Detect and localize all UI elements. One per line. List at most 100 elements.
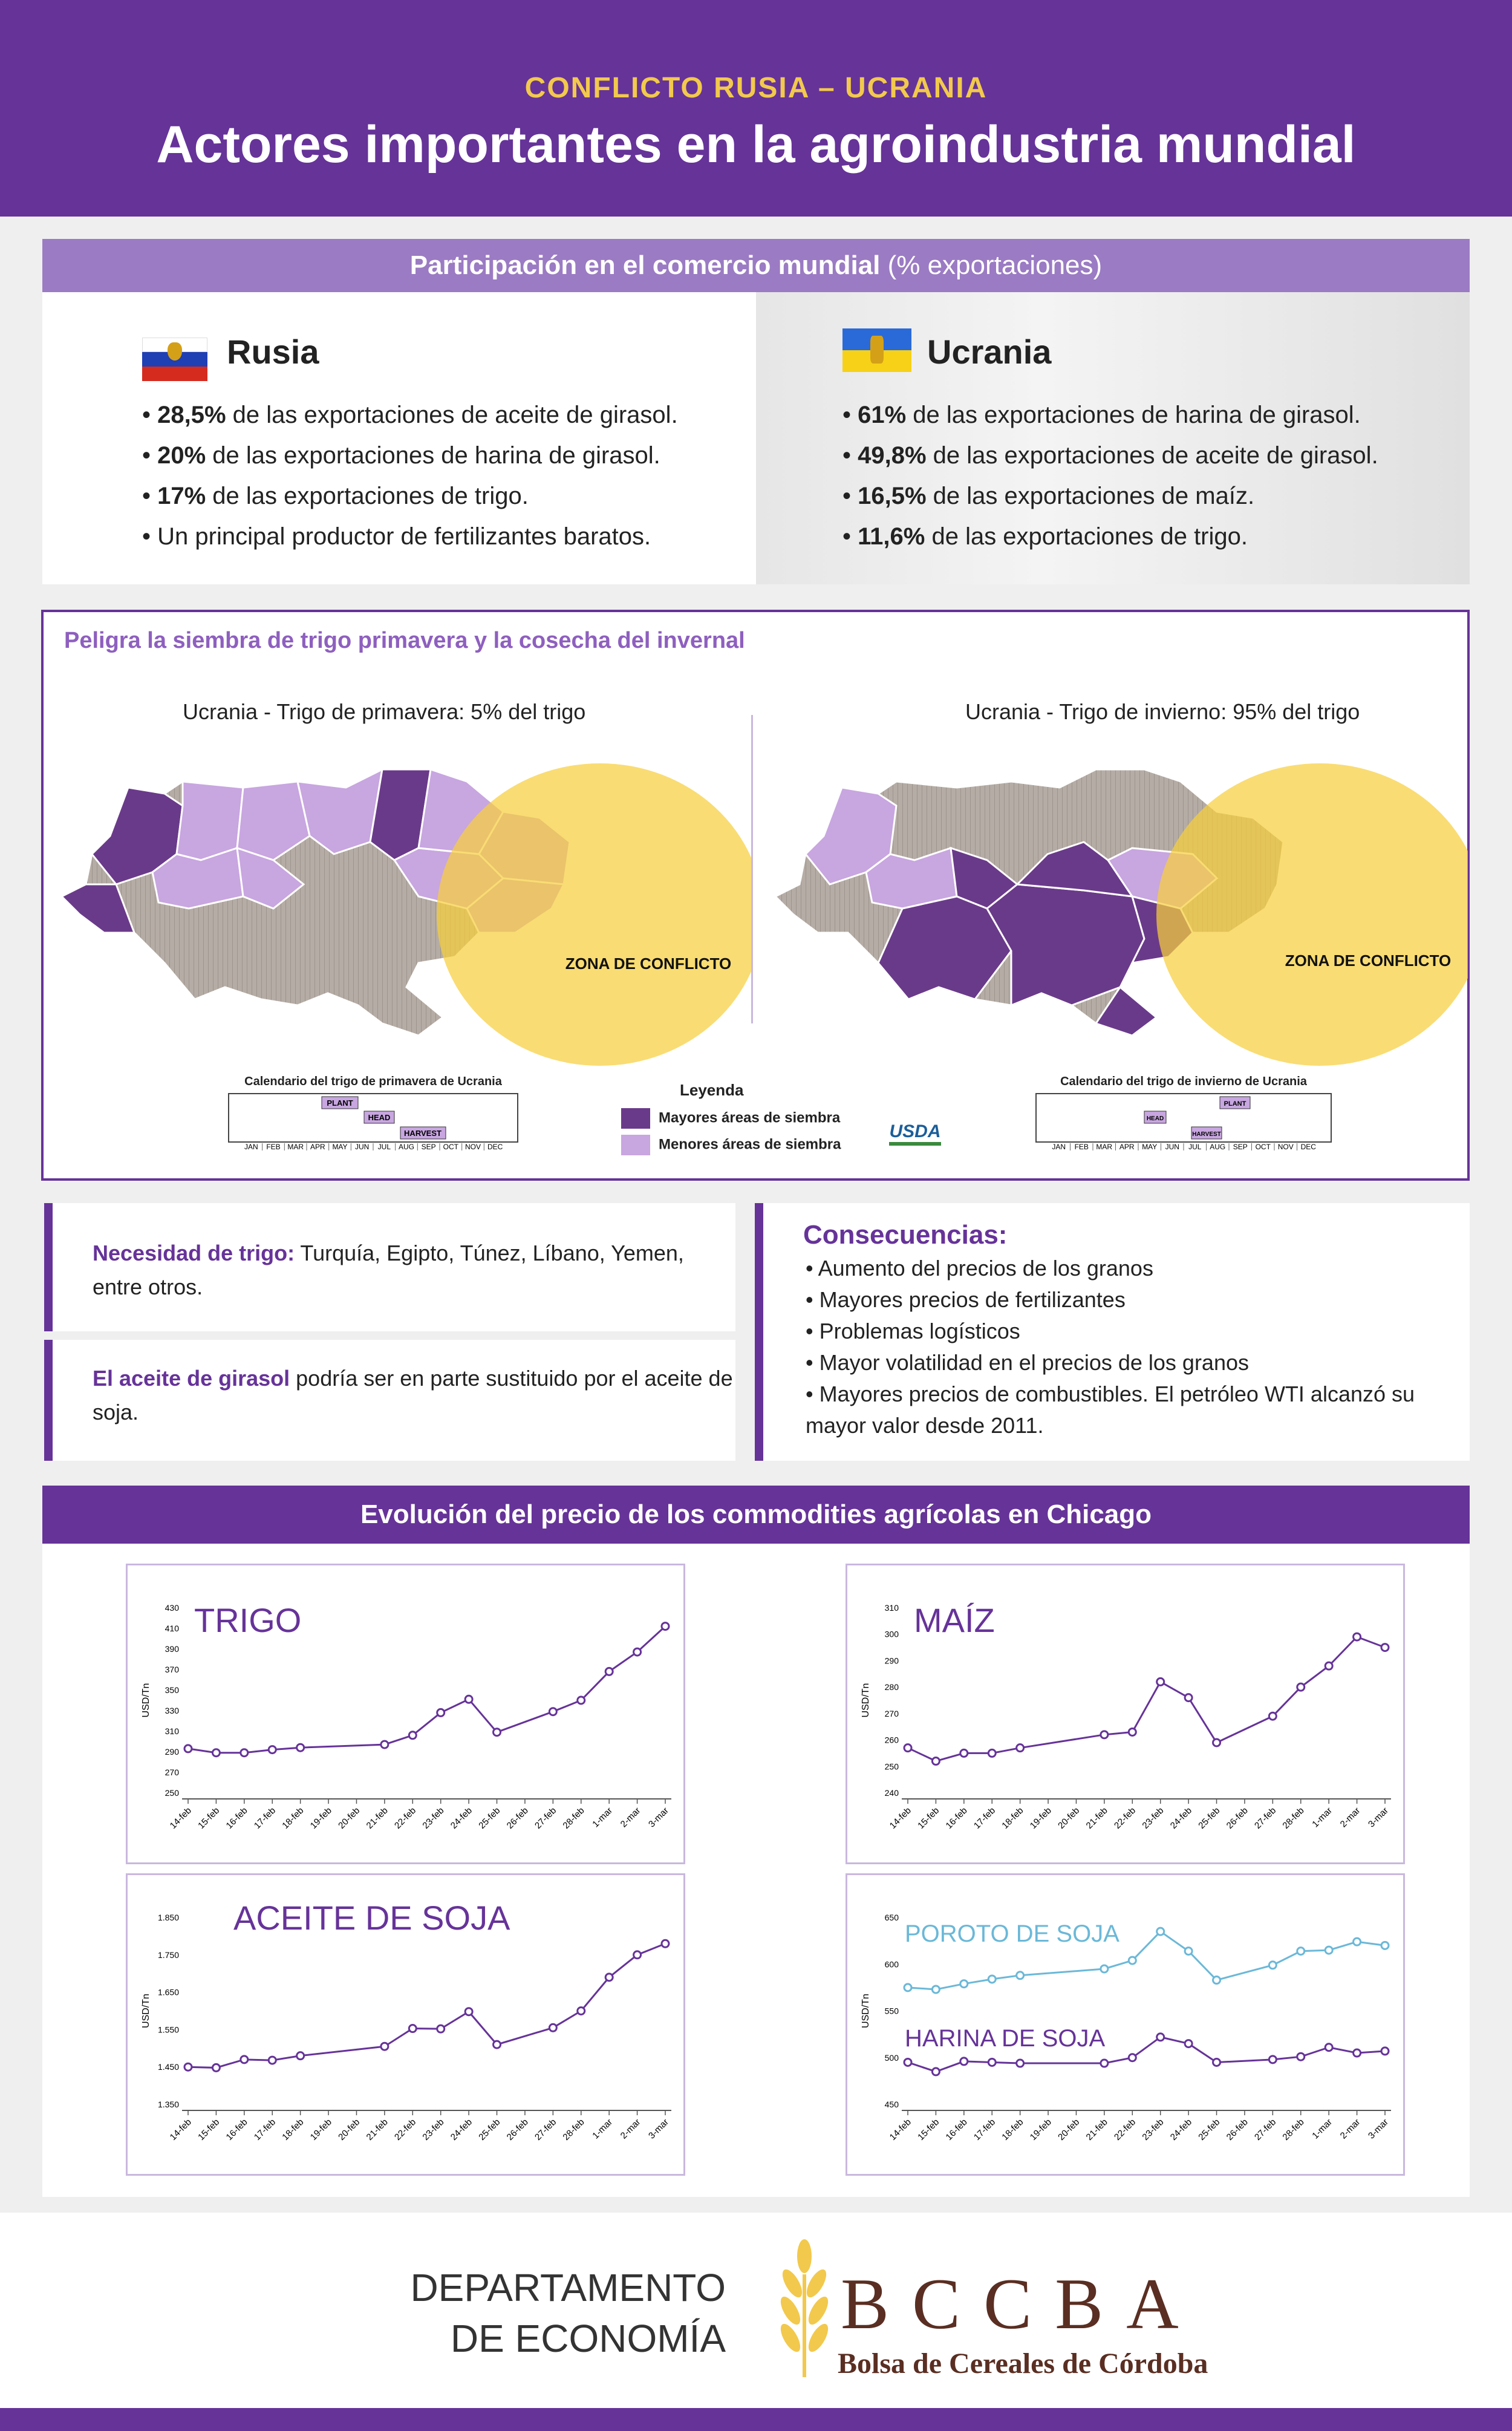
data-point	[576, 2006, 586, 2015]
x-tick-label: 20-feb	[336, 1806, 362, 1831]
chart-title: ACEITE DE SOJA	[233, 1899, 510, 1937]
month-label: MAY	[332, 1143, 347, 1150]
x-tick-label: 1-mar	[590, 2117, 614, 2141]
data-point	[1352, 1632, 1362, 1642]
series-line	[187, 1942, 666, 2069]
legend-minor-swatch	[621, 1135, 650, 1155]
data-point	[1184, 1693, 1193, 1703]
data-point	[548, 1707, 558, 1717]
x-tick-label: 27-feb	[533, 2117, 558, 2142]
month-label: MAR	[1096, 1143, 1112, 1150]
y-tick-label: 1.350	[158, 2100, 179, 2109]
consequence-item: • Mayores precios de fertilizantes	[806, 1287, 1126, 1312]
data-point	[240, 2055, 249, 2064]
x-tick-label: 3-mar	[647, 2117, 671, 2141]
month-label: SEP	[1233, 1143, 1248, 1150]
left-harvest-label: HARVEST	[404, 1129, 442, 1138]
x-tick-label: 23-feb	[1140, 2117, 1165, 2142]
data-point	[211, 2063, 221, 2072]
legend-major: Mayores áreas de siembra	[621, 1108, 840, 1129]
data-point	[1296, 1682, 1306, 1692]
month-label: MAR	[287, 1143, 304, 1150]
wheat-chart: USD/Tn 250 270 290 310 330 350 370 390 410 430 14-f…	[141, 1601, 671, 1831]
y-tick-label: 250	[165, 1788, 180, 1798]
consequences-card: Consecuencias: • Aumento del precios de …	[755, 1203, 1470, 1461]
x-tick-label: 1-mar	[1310, 1806, 1334, 1830]
x-tick-label: 16-feb	[224, 2117, 250, 2142]
ukraine-panel: Ucrania 61% de las exportaciones de hari…	[756, 292, 1470, 584]
ukraine-flag-icon	[842, 328, 911, 372]
data-point	[604, 1666, 614, 1676]
ukraine-item-value: 11,6%	[858, 523, 925, 550]
x-tick-label: 26-feb	[505, 1806, 530, 1831]
data-point	[1352, 1937, 1362, 1946]
x-tick-label: 28-feb	[561, 2117, 586, 2142]
x-tick-label: 14-feb	[888, 1806, 913, 1831]
x-tick-label: 22-feb	[1112, 2117, 1138, 2142]
x-tick-label: 1-mar	[1310, 2117, 1334, 2141]
department: DEPARTAMENTO DE ECONOMÍA	[375, 2262, 726, 2364]
data-point	[987, 1748, 997, 1758]
y-tick-label: 290	[165, 1747, 180, 1757]
x-tick-label: 21-feb	[365, 2117, 390, 2142]
data-point	[492, 1728, 502, 1737]
data-point	[903, 1983, 913, 1992]
x-tick-label: 21-feb	[1084, 1806, 1110, 1831]
data-point	[987, 1974, 997, 1984]
consequence-item: • Problemas logísticos	[806, 1319, 1020, 1343]
y-tick-label: 450	[885, 2100, 899, 2109]
data-point	[267, 2055, 277, 2065]
data-point	[464, 2007, 474, 2017]
month-label: AUG	[399, 1143, 414, 1150]
ukraine-item: 49,8% de las exportaciones de aceite de …	[842, 436, 1447, 476]
maps-divider	[751, 715, 753, 1023]
x-tick-label: 15-feb	[196, 2117, 221, 2142]
data-point	[1100, 1730, 1109, 1740]
x-tick-label: 19-feb	[1028, 1806, 1054, 1831]
x-tick-label: 16-feb	[224, 1806, 250, 1831]
sunflower-oil-title: El aceite de girasol	[93, 1366, 290, 1391]
month-label: NOV	[1278, 1143, 1294, 1150]
sunflower-oil-card: El aceite de girasol podría ser en parte…	[44, 1340, 735, 1461]
data-point	[211, 1748, 221, 1758]
x-tick-label: 21-feb	[1084, 2117, 1110, 2142]
y-tick-label: 550	[885, 2006, 899, 2016]
right-map-title: Ucrania - Trigo de invierno: 95% del tri…	[965, 699, 1360, 724]
chart-title: MAÍZ	[914, 1601, 995, 1639]
data-point	[1352, 2048, 1362, 2058]
right-calendar-title: Calendario del trigo de invierno de Ucra…	[1060, 1075, 1307, 1088]
data-point	[1324, 1945, 1334, 1955]
x-tick-label: 19-feb	[308, 1806, 334, 1831]
x-tick-label: 17-feb	[252, 1806, 278, 1831]
y-tick-label: 390	[165, 1644, 180, 1654]
data-point	[1100, 2058, 1109, 2068]
x-tick-label: 25-feb	[477, 1806, 502, 1831]
department-line1: DEPARTAMENTO	[410, 2266, 726, 2309]
left-plant-label: PLANT	[327, 1098, 353, 1108]
x-tick-label: 15-feb	[916, 1806, 941, 1831]
data-point	[380, 2041, 389, 2051]
sunflower-oil-text: podría ser en parte sustituido por el ac…	[93, 1366, 733, 1424]
y-tick-label: 650	[885, 1913, 899, 1922]
data-point	[903, 2057, 913, 2067]
x-tick-label: 17-feb	[972, 1806, 997, 1831]
footer-bar	[0, 2408, 1512, 2431]
x-tick-label: 24-feb	[449, 1806, 474, 1831]
y-tick-label: 600	[885, 1959, 899, 1969]
left-map-title: Ucrania - Trigo de primavera: 5% del tri…	[183, 699, 586, 724]
y-tick-label: 260	[885, 1735, 899, 1745]
consequence-item: • Aumento del precios de los granos	[806, 1256, 1153, 1281]
russia-item-text: de las exportaciones de harina de giraso…	[206, 442, 660, 469]
y-axis-label: USD/Tn	[141, 1994, 151, 2028]
ukraine-item-value: 16,5%	[858, 483, 927, 509]
y-tick-label: 270	[885, 1709, 899, 1718]
y-tick-label: 300	[885, 1630, 899, 1639]
data-point	[1015, 1971, 1025, 1980]
right-calendar: PLANT HEAD HARVEST JAN FEB MAR APR MAY JUN JUL…	[1035, 1093, 1332, 1150]
month-label: JAN	[244, 1143, 258, 1150]
month-label: JAN	[1052, 1143, 1066, 1150]
maps-panel: Peligra la siembra de trigo primavera y …	[41, 610, 1470, 1181]
x-tick-label: 26-feb	[1225, 2117, 1250, 2142]
data-point	[1296, 1946, 1306, 1956]
ukraine-name: Ucrania	[927, 333, 1052, 371]
